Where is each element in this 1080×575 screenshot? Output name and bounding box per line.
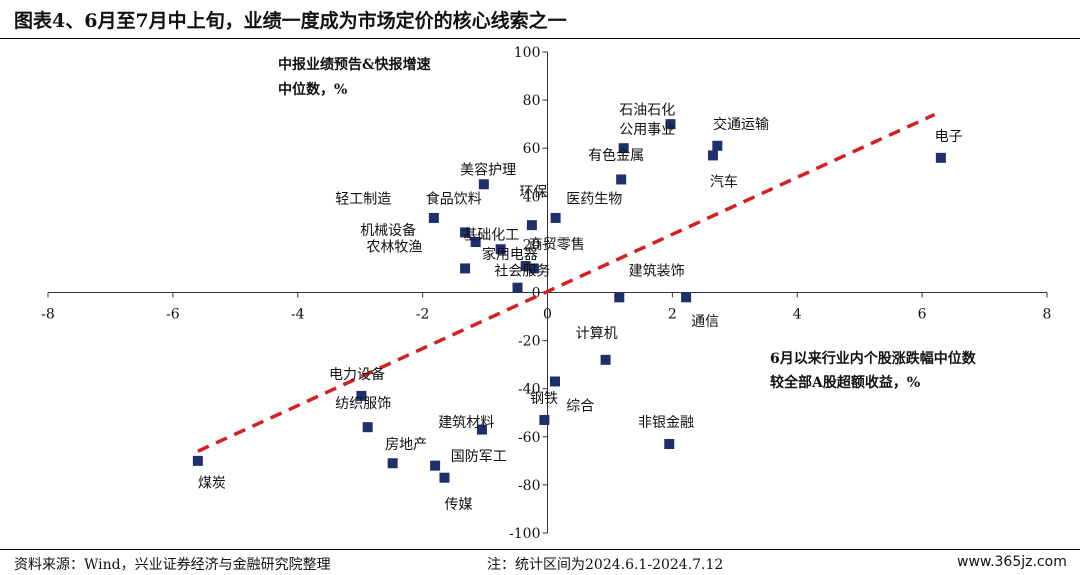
data-point-label: 煤炭 (198, 475, 226, 491)
data-point-label: 美容护理 (460, 162, 516, 179)
data-point-marker (618, 143, 629, 154)
data-point-label: 医药生物 (566, 192, 622, 208)
y-tick-label: 60 (523, 141, 541, 157)
data-point-marker (470, 236, 481, 247)
data-point-marker (614, 292, 625, 303)
data-point-marker (539, 414, 550, 425)
data-point-label: 传媒 (444, 497, 472, 513)
data-point-label: 纺织服饰 (335, 396, 391, 412)
data-point-label: 机械设备 (360, 222, 416, 239)
y-axis-label-line2: 中位数，% (278, 81, 347, 98)
source-text: 资料来源：Wind，兴业证券经济与金融研究院整理 (14, 557, 331, 573)
data-point-marker (616, 174, 627, 185)
y-tick-label: 100 (514, 45, 541, 61)
data-point-marker (712, 140, 723, 151)
y-tick-label: -20 (518, 334, 541, 350)
data-point-label: 建筑材料 (438, 415, 494, 431)
x-tick-label: -6 (166, 307, 180, 323)
data-point-marker (192, 455, 203, 466)
y-tick-label: -60 (518, 430, 541, 446)
data-point-marker (476, 424, 487, 435)
x-tick-label: 2 (668, 307, 677, 323)
data-point-label: 计算机 (576, 326, 618, 342)
data-point-marker (664, 439, 675, 450)
data-point-label: 轻工制造 (335, 192, 391, 208)
data-point-label: 建筑装饰 (629, 264, 685, 280)
axes: -8 -6 -4 -2 0 2 4 6 8-100-80-60-40-2002040608010… (41, 45, 1051, 542)
data-point-marker (387, 458, 398, 469)
data-point-label: 有色金属 (588, 147, 644, 164)
data-point-marker (600, 354, 611, 365)
data-point-marker (935, 152, 946, 163)
chart-title: 图表4、6月至7月中上旬，业绩一度成为市场定价的核心线索之一 (14, 10, 567, 32)
title-bar: 图表4、6月至7月中上旬，业绩一度成为市场定价的核心线索之一 (0, 0, 1080, 39)
data-point-marker (356, 390, 367, 401)
data-point-marker (460, 227, 471, 238)
y-tick-label: 20 (523, 237, 541, 253)
data-point-label: 社会服务 (494, 264, 550, 280)
footer: 资料来源：Wind，兴业证券经济与金融研究院整理 注：统计区间为2024.6.1… (0, 549, 1080, 575)
data-point-marker (526, 220, 537, 231)
data-point-marker (512, 282, 523, 293)
data-point-label: 基础化工 (463, 227, 519, 244)
data-point-label: 电子 (935, 129, 963, 145)
data-point-marker (439, 472, 450, 483)
data-point-label: 房地产 (385, 437, 427, 453)
data-point-label: 石油石化 (619, 103, 675, 119)
data-point-label: 电力设备 (329, 366, 385, 383)
x-axis-label-line1: 6月以来行业内个股涨跌幅中位数 (770, 350, 977, 367)
x-tick-label: 4 (793, 307, 802, 323)
data-point-marker (362, 422, 373, 433)
data-point-label: 钢铁 (530, 391, 558, 407)
data-point-label: 商贸零售 (529, 237, 585, 253)
data-point-marker (495, 244, 506, 255)
data-point-label: 非银金融 (638, 415, 694, 431)
scatter-chart: -8 -6 -4 -2 0 2 4 6 8-100-80-60-40-2002040608010… (41, 45, 1051, 542)
trendline-dashed (197, 112, 936, 453)
data-point-marker (528, 263, 539, 274)
data-point-label: 综合 (566, 398, 594, 414)
data-point-marker (428, 212, 439, 223)
y-tick-label: 0 (532, 286, 541, 302)
data-point-marker (681, 292, 692, 303)
x-tick-label: 6 (918, 307, 927, 323)
data-points: 石油石化公用事业 交通运输汽车 电子有色金属美容护理轻工制造 食品饮料 环保医药生物机械… (192, 103, 963, 513)
x-tick-label: -4 (291, 307, 305, 323)
data-point-marker (549, 376, 560, 387)
data-point-marker (520, 261, 531, 272)
data-point-label: 国防军工 (451, 449, 507, 465)
data-point-label: 家用电器 (482, 246, 538, 263)
y-tick-label: 40 (523, 189, 541, 205)
data-point-marker (460, 263, 471, 274)
y-tick-label: -100 (509, 526, 540, 542)
x-tick-label: 0 (543, 307, 552, 323)
data-point-marker (478, 179, 489, 190)
note-text: 注：统计区间为2024.6.1-2024.7.12 (487, 557, 724, 573)
data-point-label: 公用事业 (619, 122, 675, 138)
data-point-marker (430, 460, 441, 471)
watermark: www.365jz.com (957, 554, 1067, 570)
data-point-marker (707, 150, 718, 161)
x-tick-label: 8 (1043, 307, 1052, 323)
data-point-marker (665, 119, 676, 130)
data-point-label: 通信 (691, 314, 719, 330)
data-point-label: 环保 (519, 184, 547, 200)
trendline (197, 112, 936, 453)
y-tick-label: -80 (518, 478, 541, 494)
x-tick-label: -8 (41, 307, 55, 323)
data-point-label: 食品饮料 (426, 191, 482, 208)
data-point-label: 农林牧渔 (366, 240, 422, 256)
data-point-label: 汽车 (710, 174, 738, 191)
y-axis-label-line1: 中报业绩预告&快报增速 (278, 56, 431, 73)
x-axis-label-line2: 较全部A股超额收益，% (770, 374, 920, 391)
x-tick-label: -2 (416, 307, 430, 323)
y-tick-label: 80 (523, 93, 541, 109)
data-point-label: 交通运输 (713, 116, 769, 133)
y-tick-label: -40 (518, 382, 541, 398)
data-point-marker (550, 212, 561, 223)
